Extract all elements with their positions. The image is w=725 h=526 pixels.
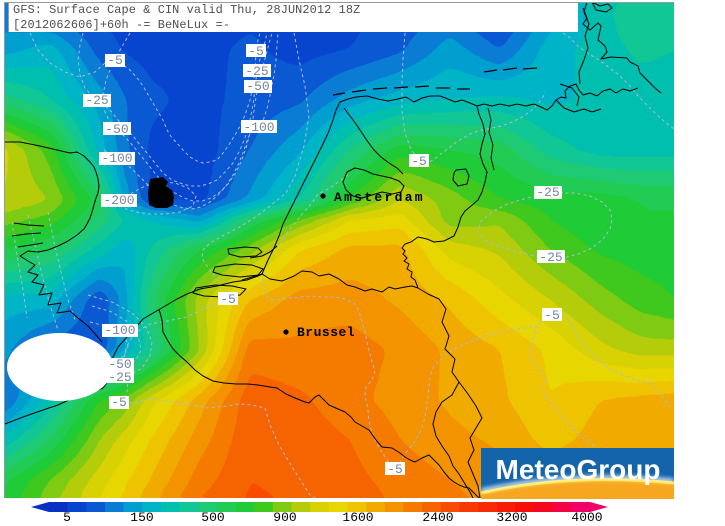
svg-text:-5: -5 bbox=[544, 308, 560, 323]
svg-text:-25: -25 bbox=[245, 64, 268, 79]
svg-text:900: 900 bbox=[273, 510, 296, 525]
svg-text:150: 150 bbox=[130, 510, 153, 525]
svg-text:-25: -25 bbox=[85, 93, 108, 108]
svg-text:3200: 3200 bbox=[496, 510, 527, 525]
svg-text:-50: -50 bbox=[105, 122, 128, 137]
svg-text:-5: -5 bbox=[248, 44, 264, 59]
svg-text:-50: -50 bbox=[108, 357, 131, 372]
svg-text:500: 500 bbox=[201, 510, 224, 525]
svg-text:4000: 4000 bbox=[571, 510, 602, 525]
svg-text:-200: -200 bbox=[103, 193, 134, 208]
svg-text:-100: -100 bbox=[104, 323, 135, 338]
svg-text:-25: -25 bbox=[539, 250, 562, 265]
svg-text:[2012062606]+60h -= BeNeLux =-: [2012062606]+60h -= BeNeLux =- bbox=[13, 18, 230, 32]
svg-text:-5: -5 bbox=[220, 292, 236, 307]
svg-text:-5: -5 bbox=[107, 53, 123, 68]
svg-text:-5: -5 bbox=[411, 154, 427, 169]
svg-text:-100: -100 bbox=[243, 120, 274, 135]
svg-text:2400: 2400 bbox=[422, 510, 453, 525]
svg-text:Amsterdam: Amsterdam bbox=[334, 190, 425, 205]
svg-text:Brussel: Brussel bbox=[297, 325, 355, 340]
svg-text:-5: -5 bbox=[387, 462, 403, 477]
svg-text:MeteoGroup: MeteoGroup bbox=[496, 454, 661, 485]
svg-text:-25: -25 bbox=[536, 185, 559, 200]
svg-text:-5: -5 bbox=[111, 395, 127, 410]
svg-text:5: 5 bbox=[63, 510, 71, 525]
svg-text:1600: 1600 bbox=[342, 510, 373, 525]
svg-text:-100: -100 bbox=[101, 151, 132, 166]
svg-text:GFS: Surface Cape & CIN valid: GFS: Surface Cape & CIN valid Thu, 28JUN… bbox=[13, 3, 360, 17]
svg-text:-25: -25 bbox=[108, 370, 131, 385]
svg-text:-50: -50 bbox=[246, 79, 269, 94]
